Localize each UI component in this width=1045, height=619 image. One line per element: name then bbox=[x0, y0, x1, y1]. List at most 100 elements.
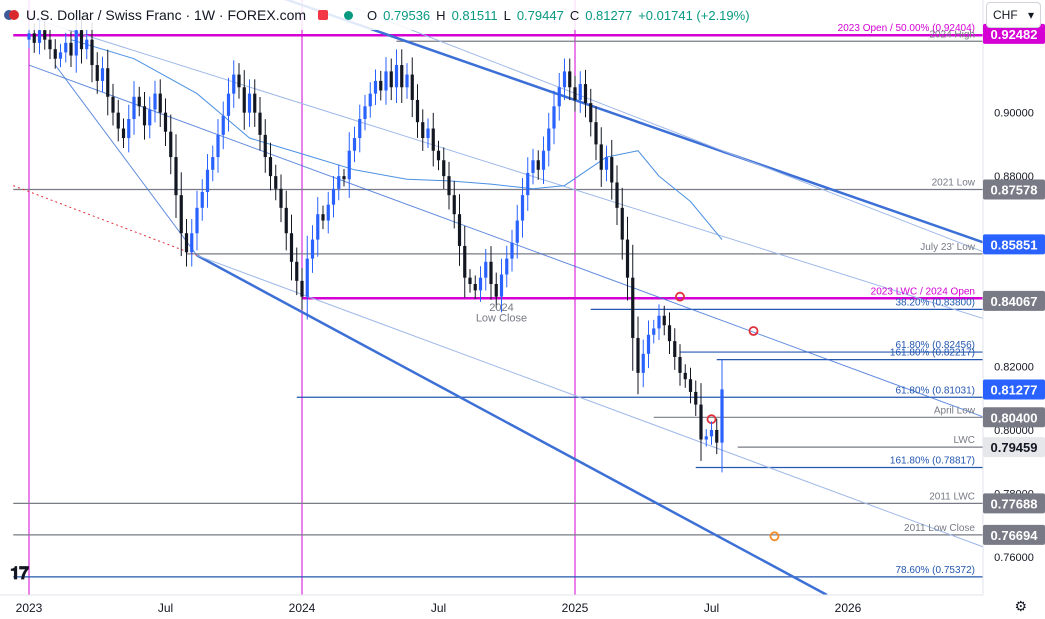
level-labels-layer: 2023 Open / 50.00% (0.92404)2024 High 202… bbox=[476, 23, 976, 576]
x-tick-label: Jul bbox=[158, 601, 173, 615]
candle-body bbox=[610, 157, 614, 183]
price-tag bbox=[983, 290, 1045, 311]
candle-body bbox=[95, 65, 99, 81]
candle-body bbox=[232, 74, 236, 94]
candle-body bbox=[153, 93, 157, 110]
candle-body bbox=[636, 337, 640, 373]
change-value: +0.01741 (+2.19%) bbox=[638, 7, 750, 23]
level-label: 2011 LWC bbox=[929, 491, 975, 502]
candle-body bbox=[678, 357, 682, 373]
level-label: 2024 High bbox=[929, 29, 975, 40]
candle-body bbox=[599, 144, 603, 170]
candle-body bbox=[300, 280, 304, 297]
candle-body bbox=[594, 122, 598, 145]
annotation-label: 2024 bbox=[489, 302, 513, 314]
tradingview-logo-icon[interactable]: 𝟏𝟕 bbox=[10, 563, 29, 583]
candle-body bbox=[363, 106, 367, 119]
candle-body bbox=[709, 429, 714, 437]
candles-layer bbox=[27, 13, 724, 473]
legend-bar: U.S. Dollar / Swiss Franc · 1W · FOREX.c… bbox=[0, 0, 774, 30]
candle-body bbox=[573, 87, 577, 100]
x-tick-label: Jul bbox=[431, 601, 446, 615]
candle-body bbox=[694, 391, 698, 405]
candle-body bbox=[106, 68, 110, 97]
candle-body bbox=[258, 112, 262, 135]
candle-body bbox=[568, 71, 572, 88]
level-label: 2023 Open / 50.00% (0.92404) bbox=[838, 23, 975, 34]
channel-line bbox=[28, 64, 985, 418]
level-label: 161.80% (0.78817) bbox=[890, 456, 975, 467]
candle-body bbox=[337, 176, 341, 189]
candle-body bbox=[169, 131, 173, 158]
candle-body bbox=[394, 65, 399, 88]
price-tag-label: 0.92482 bbox=[991, 27, 1038, 42]
candle-body bbox=[247, 93, 252, 113]
alert-flag-icon[interactable] bbox=[318, 10, 329, 20]
currency-selector[interactable]: CHF ▾ bbox=[986, 2, 1041, 28]
candle-body bbox=[142, 106, 147, 126]
price-tag-label: 0.85851 bbox=[991, 237, 1038, 252]
settings-gear-icon[interactable]: ⚙ bbox=[1014, 598, 1027, 614]
candle-body bbox=[646, 334, 651, 354]
candle-body bbox=[137, 96, 141, 107]
candle-body bbox=[111, 96, 115, 113]
price-tag-label: 0.77688 bbox=[991, 496, 1038, 511]
candle-body bbox=[468, 277, 472, 285]
candle-body bbox=[457, 214, 462, 246]
drawing-layer bbox=[13, 0, 985, 597]
level-label: 161.80% (0.82217) bbox=[890, 348, 975, 359]
candle-body bbox=[79, 30, 84, 50]
candle-body bbox=[326, 204, 330, 221]
market-status-icon bbox=[344, 10, 354, 20]
price-tag-label: 0.76694 bbox=[991, 528, 1039, 543]
channel-line bbox=[54, 64, 198, 256]
candle-body bbox=[310, 239, 315, 259]
candle-body bbox=[631, 277, 635, 338]
price-tag-label: 0.81277 bbox=[991, 382, 1038, 397]
level-marker bbox=[675, 291, 685, 302]
candle-body bbox=[400, 65, 404, 88]
price-tag bbox=[983, 234, 1045, 255]
y-tick-label: 0.90000 bbox=[994, 108, 1034, 120]
candle-body bbox=[53, 49, 57, 59]
candle-body bbox=[43, 30, 47, 40]
x-tick-label: Jul bbox=[704, 601, 719, 615]
candle-body bbox=[536, 160, 540, 170]
low-value: 0.79447 bbox=[516, 7, 564, 23]
candle-body bbox=[426, 128, 430, 139]
candle-body bbox=[667, 325, 672, 342]
annotation-label: Low Close bbox=[476, 312, 527, 324]
candle-body bbox=[179, 195, 183, 234]
price-tag bbox=[983, 179, 1045, 200]
candle-body bbox=[494, 284, 498, 297]
symbol-title[interactable]: U.S. Dollar / Swiss Franc · 1W · FOREX.c… bbox=[26, 7, 307, 23]
candle-body bbox=[148, 109, 152, 126]
candle-body bbox=[284, 207, 288, 234]
channel-line bbox=[354, 7, 985, 253]
channel-line bbox=[28, 16, 985, 320]
level-label: 2023 LWC / 2024 Open bbox=[871, 286, 975, 297]
candle-body bbox=[547, 128, 551, 151]
candle-body bbox=[526, 172, 530, 196]
candle-body bbox=[116, 112, 120, 129]
candle-body bbox=[221, 115, 225, 135]
candle-body bbox=[447, 176, 451, 196]
candle-body bbox=[625, 239, 630, 278]
y-tick-label: 0.76000 bbox=[994, 552, 1034, 564]
candle-body bbox=[352, 138, 357, 151]
candle-body bbox=[295, 261, 299, 281]
candle-body bbox=[520, 195, 525, 221]
price-tag-label: 0.79459 bbox=[991, 440, 1038, 455]
price-tag bbox=[983, 379, 1045, 400]
candle-body bbox=[321, 214, 325, 221]
high-label: H bbox=[436, 7, 446, 23]
high-value: 0.81511 bbox=[451, 7, 498, 23]
candle-body bbox=[268, 157, 273, 177]
chevron-down-icon: ▾ bbox=[1027, 8, 1034, 22]
candle-body bbox=[90, 39, 94, 66]
candle-body bbox=[442, 160, 446, 177]
candle-body bbox=[279, 188, 283, 208]
candle-body bbox=[200, 191, 204, 208]
candle-body bbox=[515, 220, 519, 243]
